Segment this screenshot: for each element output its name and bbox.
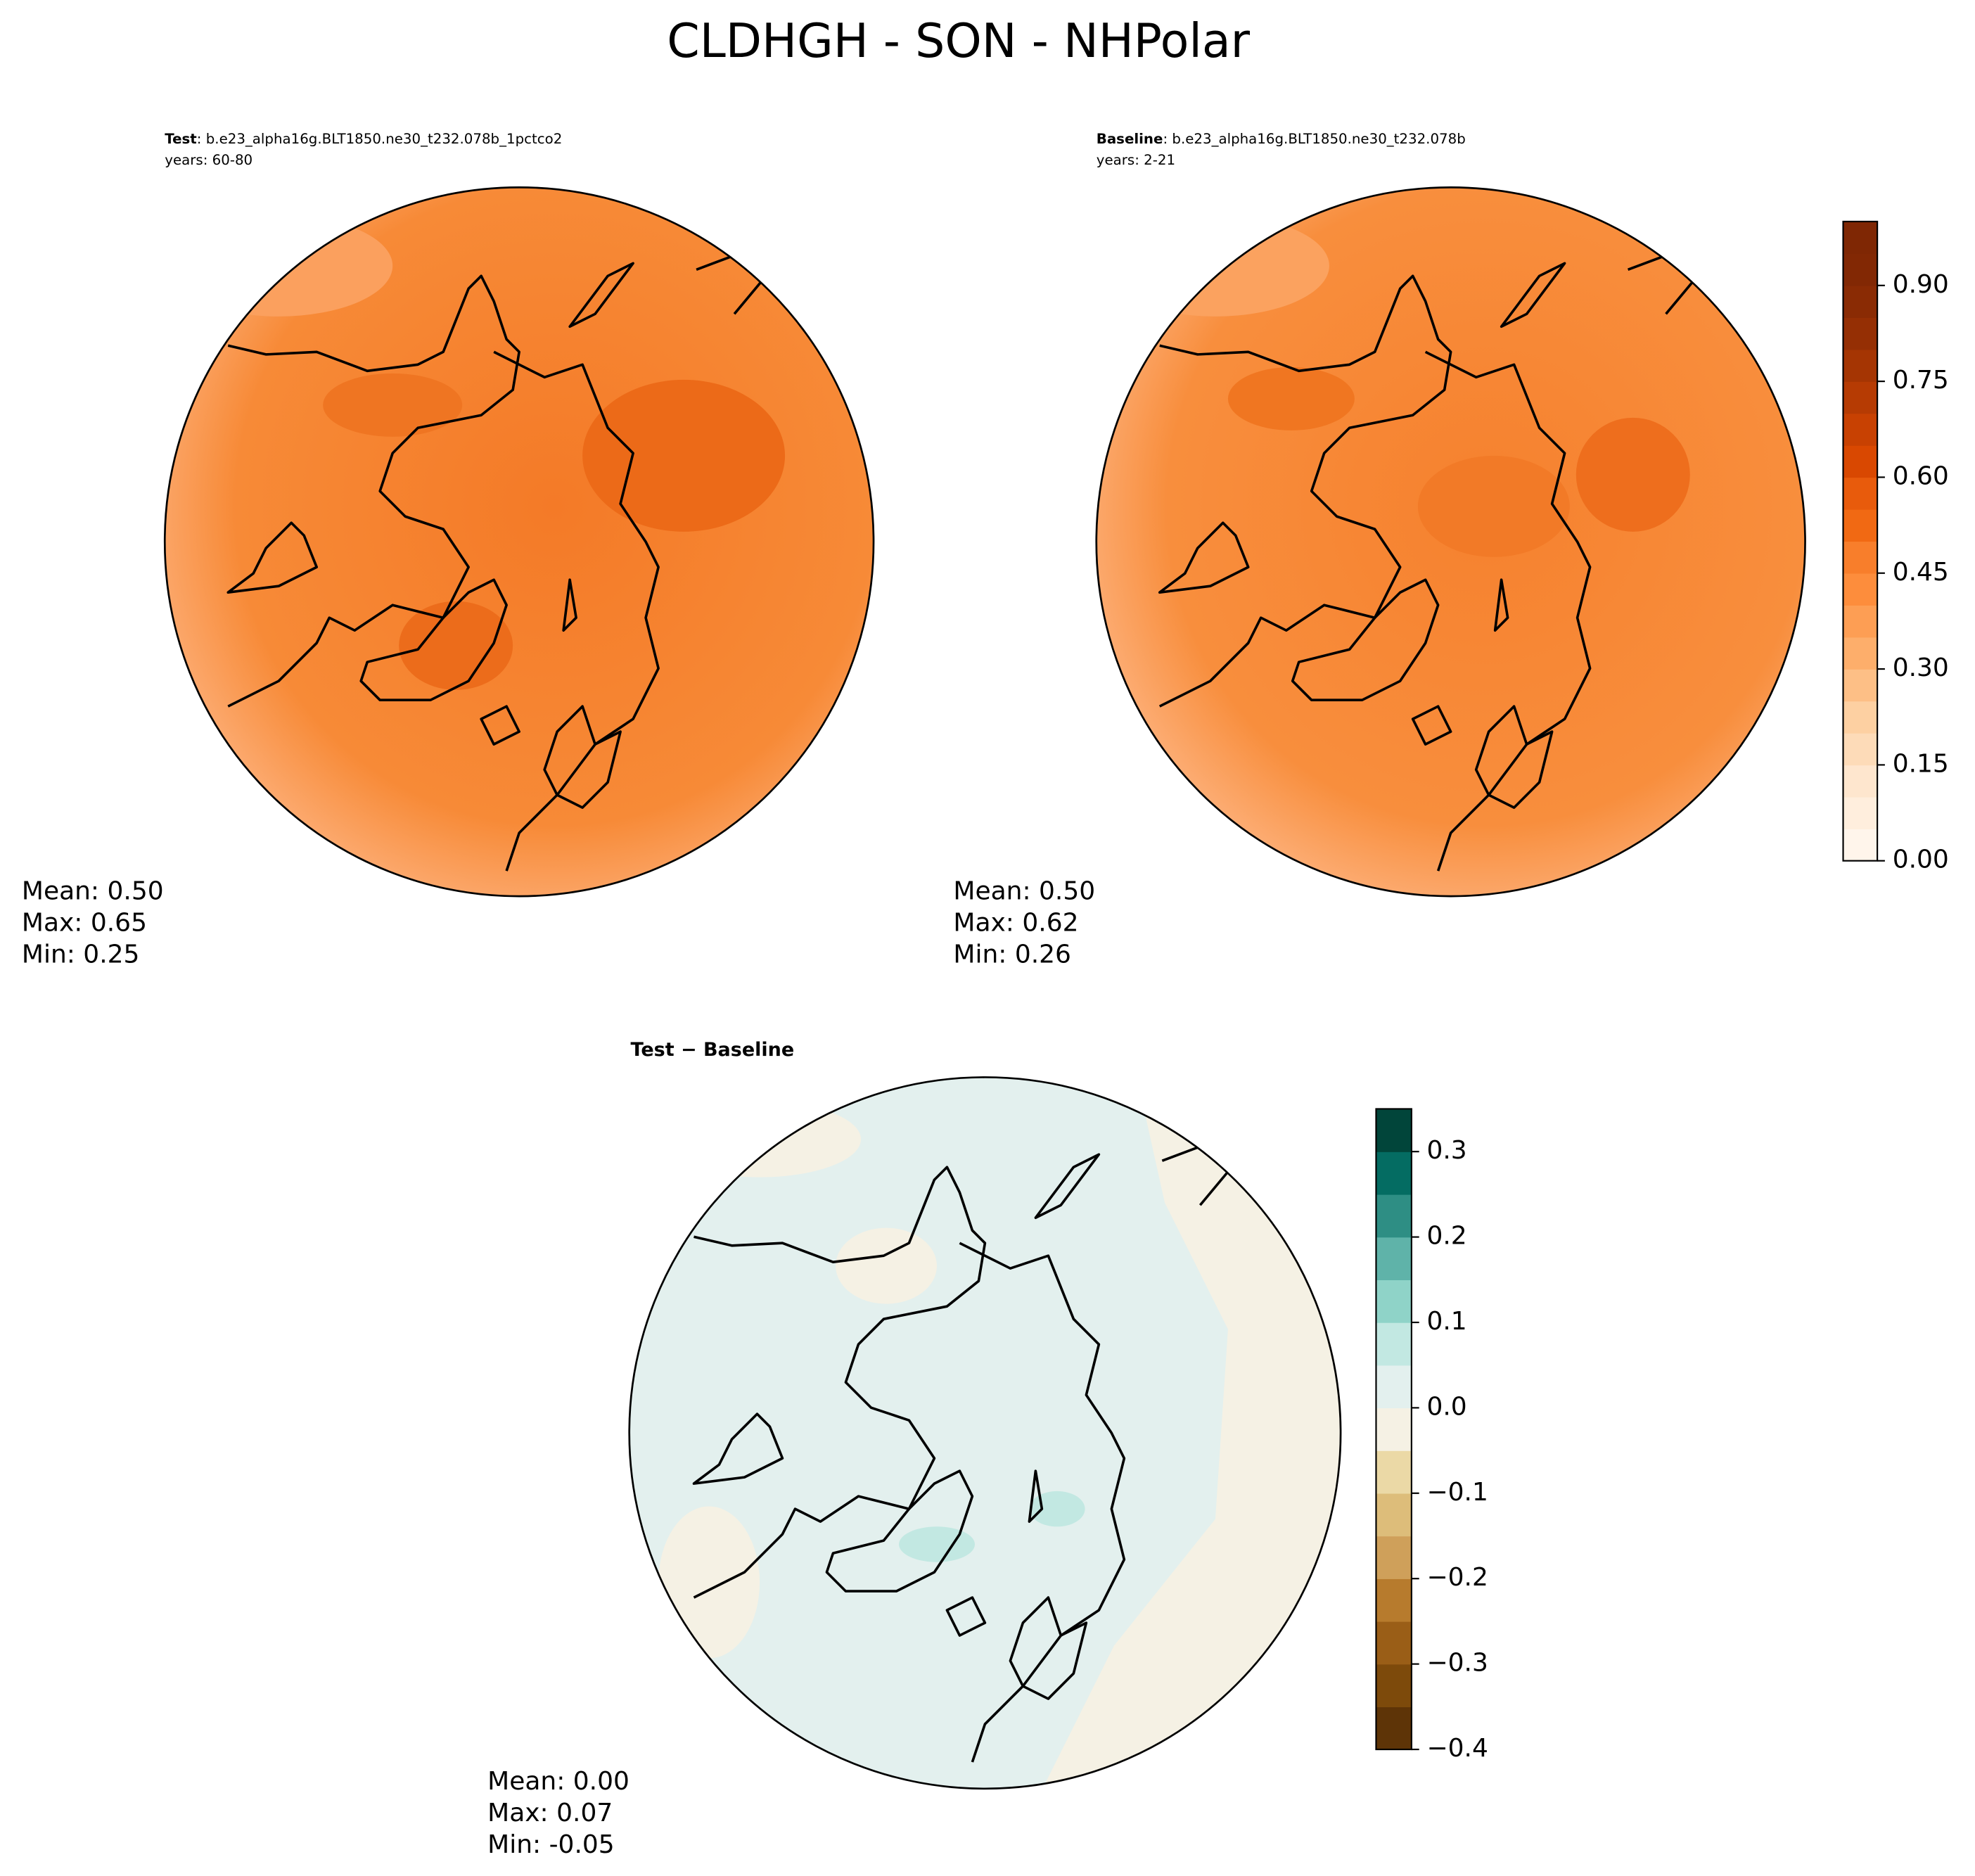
colorbar-band xyxy=(1843,445,1878,478)
colorbar-band xyxy=(1843,669,1878,702)
colorbar-tick-label: 0.45 xyxy=(1893,558,1949,587)
colorbar-band xyxy=(1843,317,1878,350)
colorbar-tick-label: 0.0 xyxy=(1426,1392,1466,1421)
colorbar-band xyxy=(1843,732,1878,766)
stat: Max: 0.07 xyxy=(487,1799,613,1827)
colorbar-band xyxy=(1376,1578,1412,1622)
panel-years: years: 60-80 xyxy=(165,152,253,168)
label-bold: Test xyxy=(165,130,197,146)
colorbar-frame xyxy=(1375,1108,1412,1751)
colorbar-band xyxy=(1376,1408,1412,1451)
map xyxy=(1096,187,1805,897)
panel-label: Test: b.e23_alpha16g.BLT1850.ne30_t232.0… xyxy=(165,130,562,146)
colorbar-band xyxy=(1843,349,1878,382)
stat: Mean: 0.50 xyxy=(953,877,1095,906)
stat: Mean: 0.00 xyxy=(487,1767,629,1796)
label-rest: : b.e23_alpha16g.BLT1850.ne30_t232.078b xyxy=(1163,130,1465,146)
colorbar-tick-label: −0.2 xyxy=(1426,1563,1488,1592)
colorbar-band xyxy=(1376,1664,1412,1708)
colorbar-band xyxy=(1843,477,1878,510)
colorbar-band xyxy=(1843,701,1878,734)
colorbar-band xyxy=(1376,1322,1412,1366)
colorbar-band xyxy=(1376,1365,1412,1409)
stat: Mean: 0.50 xyxy=(22,877,164,906)
colorbar-band xyxy=(1843,509,1878,542)
colorbar-frame xyxy=(1842,220,1879,862)
colorbar-band xyxy=(1376,1194,1412,1238)
colorbar-band xyxy=(1843,765,1878,798)
colorbar-band xyxy=(1843,796,1878,830)
colorbar-band xyxy=(1843,285,1878,318)
colorbar-tick-label: −0.3 xyxy=(1426,1649,1488,1678)
colorbar-band xyxy=(1376,1706,1412,1750)
colorbar-tick-label: −0.1 xyxy=(1426,1478,1488,1507)
colorbar-band xyxy=(1843,637,1878,670)
figure-title: CLDHGH - SON - NHPolar xyxy=(667,13,1250,68)
stat: Min: 0.25 xyxy=(22,940,140,969)
panel-label: Test − Baseline xyxy=(631,1039,795,1061)
stat: Min: -0.05 xyxy=(487,1830,615,1859)
colorbar-band xyxy=(1843,541,1878,574)
colorbar-band xyxy=(1376,1109,1412,1152)
label-bold: Baseline xyxy=(1097,130,1163,146)
colorbar-tick-label: 0.60 xyxy=(1893,461,1949,490)
colorbar-tick-label: 0.30 xyxy=(1893,653,1949,682)
colorbar-band xyxy=(1376,1280,1412,1323)
colorbar-tick-label: 0.00 xyxy=(1893,846,1949,874)
label-rest: : b.e23_alpha16g.BLT1850.ne30_t232.078b_… xyxy=(197,130,563,146)
map xyxy=(165,187,874,897)
colorbar-band xyxy=(1376,1536,1412,1579)
stat: Max: 0.65 xyxy=(22,909,147,938)
colorbar-band xyxy=(1376,1621,1412,1665)
colorbar-band xyxy=(1376,1450,1412,1494)
colorbar-tick-label: 0.2 xyxy=(1426,1222,1466,1251)
colorbar-band xyxy=(1376,1493,1412,1537)
panel-years: years: 2-21 xyxy=(1097,152,1175,168)
colorbar-tick-label: 0.75 xyxy=(1893,366,1949,395)
colorbar-band xyxy=(1843,413,1878,446)
panel-label: Baseline: b.e23_alpha16g.BLT1850.ne30_t2… xyxy=(1097,130,1466,146)
colorbar-band xyxy=(1376,1151,1412,1195)
colorbar-tick-label: 0.15 xyxy=(1893,749,1949,778)
colorbar-band xyxy=(1376,1237,1412,1280)
colorbar-tick-label: −0.4 xyxy=(1426,1734,1488,1763)
colorbar-band xyxy=(1843,605,1878,638)
map xyxy=(629,1077,1341,1789)
colorbar-band xyxy=(1843,221,1878,255)
colorbar-band xyxy=(1843,253,1878,286)
colorbar-band xyxy=(1843,829,1878,862)
colorbar-tick-label: 0.90 xyxy=(1893,270,1949,299)
colorbar-tick-label: 0.3 xyxy=(1426,1136,1466,1165)
colorbar-band xyxy=(1843,381,1878,414)
colorbar-band xyxy=(1843,573,1878,606)
stat: Max: 0.62 xyxy=(953,909,1078,938)
colorbar-tick-label: 0.1 xyxy=(1426,1307,1466,1336)
stat: Min: 0.26 xyxy=(953,940,1071,969)
